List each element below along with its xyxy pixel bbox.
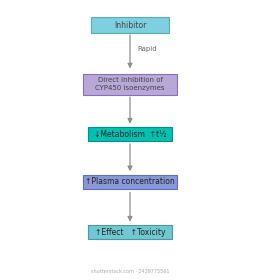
FancyBboxPatch shape [83, 74, 177, 95]
Text: shutterstock.com · 2439775561: shutterstock.com · 2439775561 [91, 269, 169, 274]
FancyBboxPatch shape [88, 225, 172, 239]
Text: Inhibitor: Inhibitor [114, 21, 146, 30]
FancyBboxPatch shape [88, 127, 172, 141]
FancyBboxPatch shape [83, 175, 177, 189]
Text: Rapid: Rapid [137, 46, 157, 52]
Text: ↑Effect   ↑Toxicity: ↑Effect ↑Toxicity [95, 228, 165, 237]
Text: Direct inhibition of
CYP450 isoenzymes: Direct inhibition of CYP450 isoenzymes [95, 77, 165, 91]
FancyBboxPatch shape [91, 17, 169, 33]
Text: ↑Plasma concentration: ↑Plasma concentration [85, 178, 175, 186]
Text: ↓Metabolism  ↑t½: ↓Metabolism ↑t½ [94, 130, 166, 139]
